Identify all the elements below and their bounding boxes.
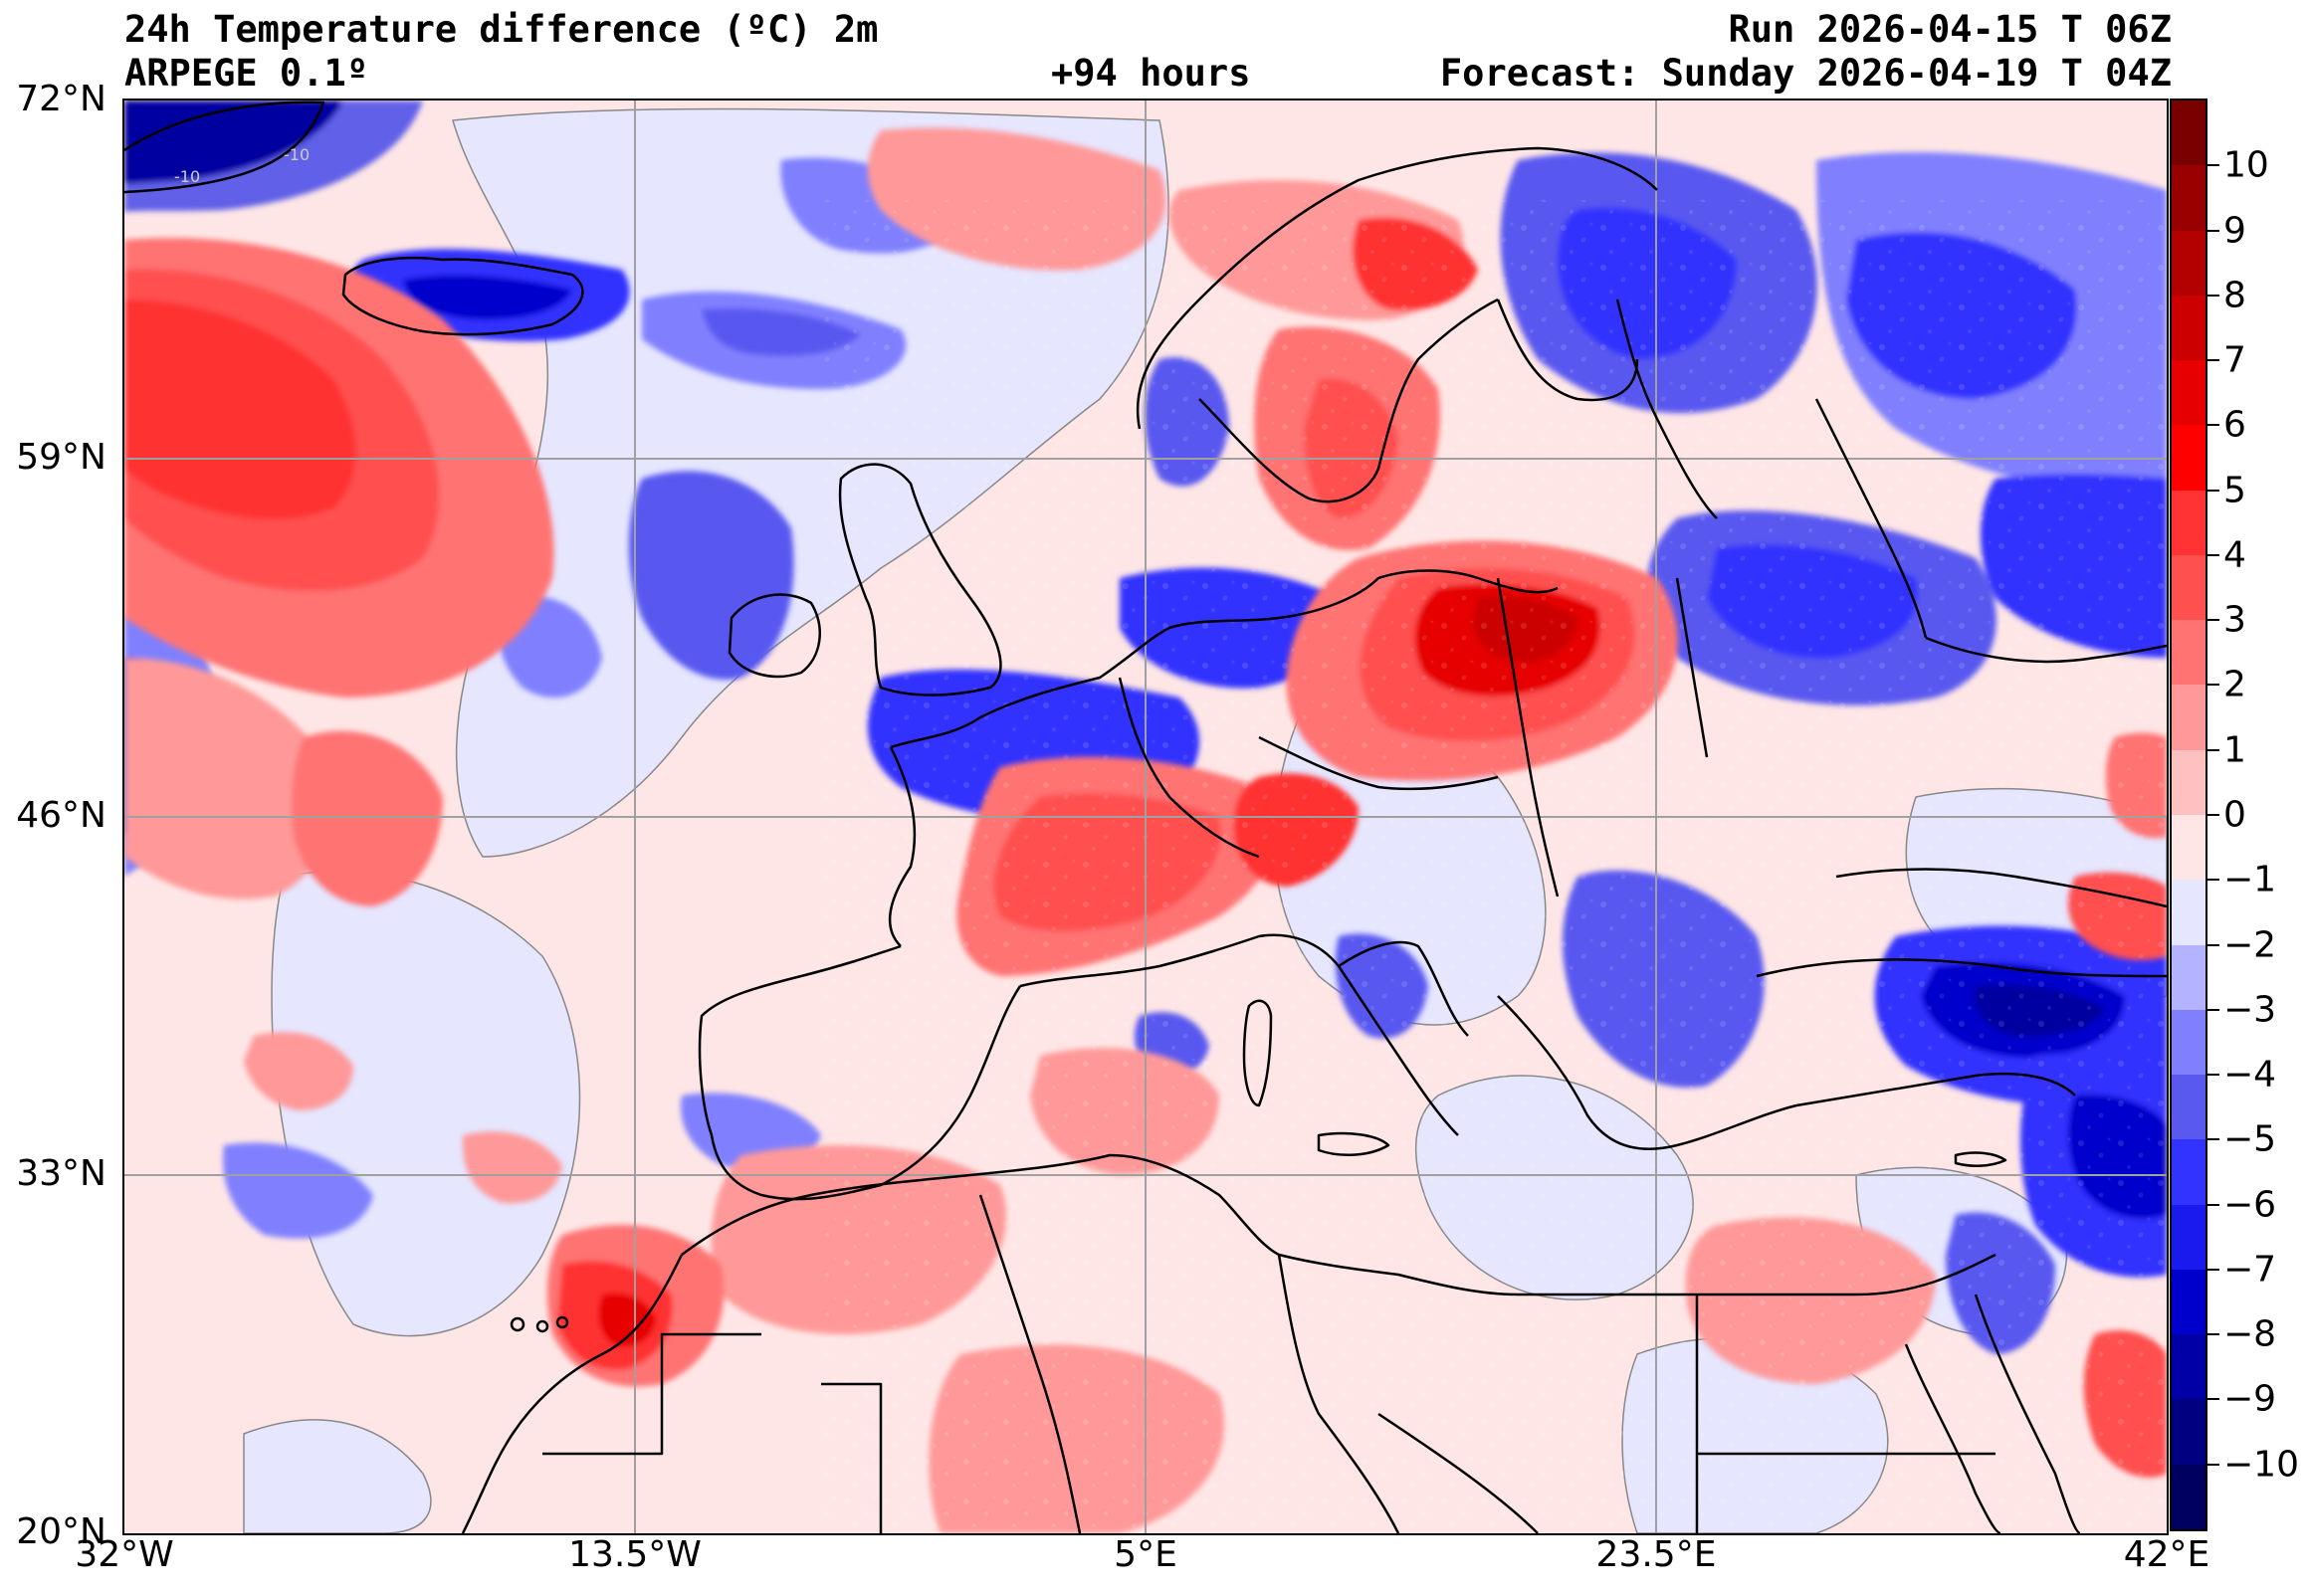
colorbar-tick-label: 9 — [2223, 210, 2246, 252]
longitude-label: 32°W — [75, 1534, 174, 1575]
latitude-label: 33°N — [16, 1153, 106, 1194]
colorbar-tick-label: 2 — [2223, 664, 2246, 705]
colorbar-tick — [2207, 424, 2219, 427]
colorbar-segment — [2172, 1269, 2205, 1336]
run-label: Run 2026-04-15 T 06Z — [1728, 8, 2172, 51]
colorbar-tick-label: −4 — [2223, 1054, 2277, 1096]
colorbar-tick — [2207, 1138, 2219, 1141]
colorbar-tick — [2207, 1333, 2219, 1336]
colorbar-segment — [2172, 1075, 2205, 1141]
map-panel[interactable]: -10 -10 — [122, 99, 2169, 1535]
contour-labels: -10 -10 — [174, 145, 310, 186]
colorbar-tick-label: −3 — [2223, 989, 2277, 1031]
colorbar-tick — [2207, 748, 2219, 751]
colorbar-tick-label: 4 — [2223, 534, 2246, 576]
colorbar-segment — [2172, 490, 2205, 556]
field-texture — [821, 200, 2167, 1533]
longitude-label: 23.5°E — [1595, 1534, 1717, 1575]
colorbar-tick — [2207, 943, 2219, 946]
colorbar-tick-label: 7 — [2223, 339, 2246, 381]
colorbar-tick-label: −1 — [2223, 859, 2277, 900]
colorbar-tick — [2207, 619, 2219, 622]
model-label: ARPEGE 0.1º — [124, 52, 369, 95]
colorbar — [2170, 99, 2207, 1531]
colorbar-tick — [2207, 553, 2219, 556]
colorbar-tick-label: 6 — [2223, 404, 2246, 446]
colorbar-tick — [2207, 1203, 2219, 1206]
colorbar-tick — [2207, 1398, 2219, 1401]
colorbar-tick — [2207, 1008, 2219, 1011]
longitude-label: 13.5°W — [568, 1534, 702, 1575]
map-title: 24h Temperature difference (ºC) 2m — [124, 8, 879, 51]
colorbar-tick-label: −5 — [2223, 1118, 2277, 1160]
colorbar-segment — [2172, 749, 2205, 816]
colorbar-segment — [2172, 1139, 2205, 1206]
latitude-label: 20°N — [16, 1511, 106, 1552]
colorbar-tick-label: −8 — [2223, 1313, 2277, 1355]
colorbar-tick — [2207, 814, 2219, 816]
colorbar-tick-label: −2 — [2223, 924, 2277, 966]
colorbar-tick-label: 10 — [2223, 144, 2269, 186]
contour-label: -10 — [284, 145, 310, 164]
colorbar-tick — [2207, 164, 2219, 167]
latitude-label: 72°N — [16, 79, 106, 119]
colorbar-tick-label: 3 — [2223, 599, 2246, 641]
graticule — [124, 100, 2167, 1533]
colorbar-tick-label: −10 — [2223, 1444, 2299, 1486]
colorbar-tick-label: 8 — [2223, 275, 2246, 316]
contour-label: -10 — [174, 167, 200, 186]
colorbar-segment — [2172, 815, 2205, 882]
colorbar-segment — [2172, 230, 2205, 297]
colorbar-tick-label: −7 — [2223, 1249, 2277, 1291]
colorbar-tick — [2207, 1463, 2219, 1466]
colorbar-segment — [2172, 1204, 2205, 1271]
colorbar-tick-label: 0 — [2223, 794, 2246, 836]
colorbar-tick — [2207, 1074, 2219, 1077]
forecast-valid-label: Forecast: Sunday 2026-04-19 T 04Z — [1439, 52, 2172, 95]
colorbar-tick — [2207, 489, 2219, 492]
coastlines-and-borders — [124, 100, 2167, 1533]
colorbar-segment — [2172, 425, 2205, 492]
colorbar-segment — [2172, 100, 2205, 167]
colorbar-tick — [2207, 1268, 2219, 1271]
colorbar-tick — [2207, 229, 2219, 232]
temperature-difference-field: -10 -10 — [124, 100, 2167, 1533]
colorbar-segment — [2172, 165, 2205, 232]
colorbar-segment — [2172, 554, 2205, 622]
colorbar-segment — [2172, 685, 2205, 751]
colorbar-tick — [2207, 684, 2219, 687]
latitude-label: 46°N — [16, 795, 106, 836]
colorbar-tick-label: −6 — [2223, 1184, 2277, 1226]
lead-time-label: +94 hours — [1051, 52, 1251, 95]
colorbar-segment — [2172, 1399, 2205, 1466]
colorbar-segment — [2172, 360, 2205, 427]
colorbar-segment — [2172, 620, 2205, 687]
colorbar-tick-label: 5 — [2223, 470, 2246, 511]
colorbar-segment — [2172, 1334, 2205, 1401]
colorbar-tick-label: 1 — [2223, 729, 2246, 771]
colorbar-segment — [2172, 944, 2205, 1011]
longitude-label: 42°E — [2123, 1534, 2210, 1575]
colorbar-segment — [2172, 295, 2205, 362]
colorbar-tick — [2207, 359, 2219, 362]
colorbar-tick-label: −9 — [2223, 1378, 2277, 1420]
colorbar-segment — [2172, 1464, 2205, 1529]
longitude-label: 5°E — [1114, 1534, 1177, 1575]
latitude-label: 59°N — [16, 437, 106, 478]
colorbar-tick — [2207, 294, 2219, 297]
colorbar-tick — [2207, 879, 2219, 882]
colorbar-segment — [2172, 1009, 2205, 1077]
colorbar-segment — [2172, 880, 2205, 946]
